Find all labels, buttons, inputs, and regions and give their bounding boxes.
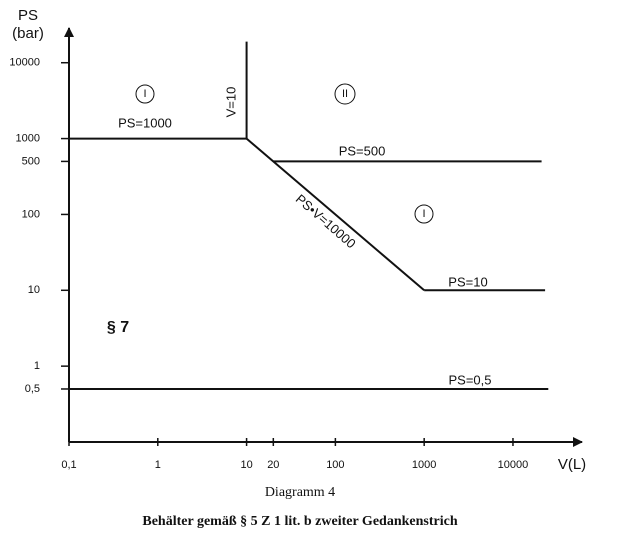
region-label: I [422,208,425,220]
y-tick-label: 10 [28,284,40,296]
region-circle [414,204,434,224]
line-label: PS=1000 [118,115,172,130]
y-tick-label: 1000 [16,132,40,144]
y-tick-label: 10000 [9,57,40,69]
region-circle [334,83,356,105]
y-tick-label: 0,5 [25,383,40,395]
y-axis-label: PS [18,7,38,24]
y-tick-label: 1 [34,360,40,372]
line-label: PS=10 [448,274,487,289]
line-label: PS=500 [339,143,386,158]
line-label: PS•V=10000 [293,191,359,251]
x-tick-label: 10000 [498,459,529,471]
y-axis-label: (bar) [12,25,44,42]
line-label: V=10 [223,87,238,118]
y-tick-label: 500 [22,155,40,167]
x-tick-label: 1000 [412,459,436,471]
x-tick-label: 100 [326,459,344,471]
x-axis-label: V(L) [558,456,586,473]
y-tick-label: 100 [22,208,40,220]
line-label: PS=0,5 [448,372,491,387]
caption: Diagramm 4 [265,485,335,500]
region-circle [135,84,155,104]
x-tick-label: 0,1 [61,459,76,471]
x-tick-label: 1 [155,459,161,471]
x-tick-label: 10 [240,459,252,471]
x-tick-label: 20 [267,459,279,471]
note: § 7 [107,319,129,336]
region-label: I [143,88,146,100]
subtitle: Behälter gemäß § 5 Z 1 lit. b zweiter Ge… [142,514,457,529]
series-line [245,137,425,292]
region-label: II [342,88,348,100]
